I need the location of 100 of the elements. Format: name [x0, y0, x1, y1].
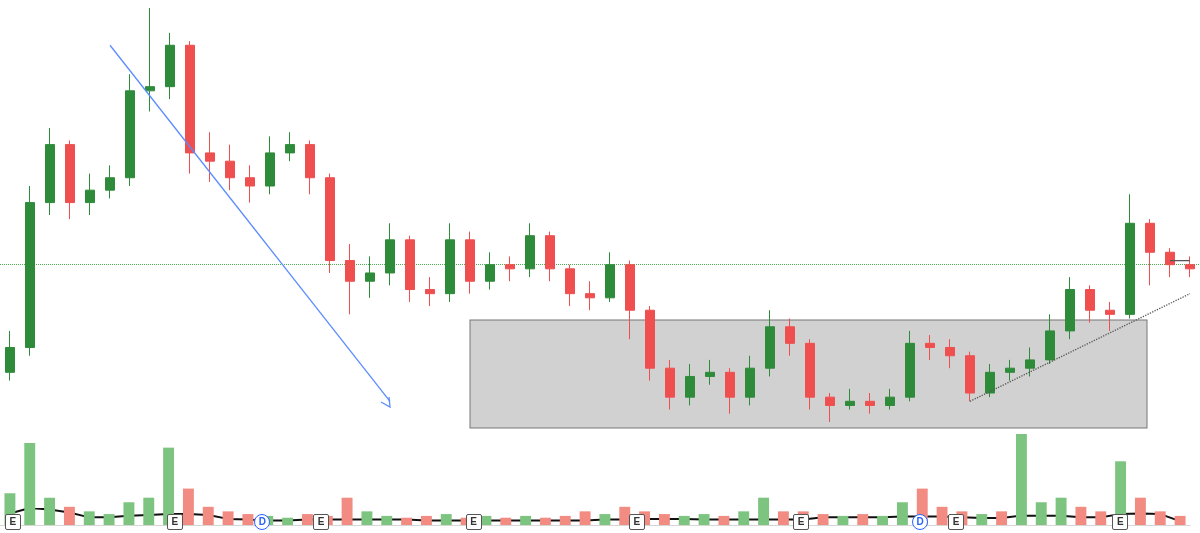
bar [857, 514, 869, 525]
candlestick [1085, 284, 1095, 324]
candlestick [205, 131, 215, 183]
bar [1015, 434, 1027, 525]
candlestick [245, 164, 255, 204]
candlestick [945, 338, 955, 369]
candlestick [705, 359, 715, 386]
candlestick [285, 131, 295, 162]
bar [777, 511, 789, 525]
annotation: E [465, 514, 482, 530]
candlestick [765, 309, 775, 377]
candlestick [605, 251, 615, 303]
candlestick [1185, 255, 1195, 278]
bar [182, 488, 194, 525]
bar [202, 506, 214, 525]
candlestick [865, 392, 875, 415]
candlestick [745, 355, 755, 406]
candlestick [485, 251, 495, 291]
annotation: E [313, 514, 330, 530]
bar [896, 502, 908, 525]
candlestick [85, 173, 95, 216]
candlestick [1025, 346, 1035, 377]
bar [658, 514, 670, 525]
bar [1095, 511, 1107, 525]
annotation: E [4, 514, 21, 530]
bar [381, 515, 393, 525]
candlestick [545, 231, 555, 282]
annotation: D [254, 514, 271, 530]
candlestick [1105, 301, 1115, 332]
annotation: E [793, 514, 810, 530]
bar [976, 514, 988, 525]
bar [1174, 515, 1186, 525]
candlestick [725, 367, 735, 415]
annotation: E [948, 514, 964, 530]
candlestick [25, 185, 35, 357]
candlestick [145, 7, 155, 112]
candlestick [265, 135, 275, 195]
candlestick [1165, 247, 1175, 278]
candlestick [125, 73, 135, 187]
candlestick [1145, 218, 1155, 286]
bar [24, 443, 36, 525]
candlestick [65, 139, 75, 220]
candlestick [5, 330, 15, 382]
candlestick [1125, 193, 1135, 319]
candlestick [1065, 276, 1075, 340]
candlestick [305, 139, 315, 195]
candlestick [625, 260, 635, 340]
bar [83, 511, 95, 525]
candlestick [785, 318, 795, 357]
candlestick [685, 363, 695, 406]
candlestick [585, 280, 595, 311]
bar [817, 514, 829, 525]
annotation: D [912, 514, 928, 530]
candlestick [405, 235, 415, 303]
bar [361, 511, 373, 525]
candlestick [425, 276, 435, 307]
candlestick [45, 127, 55, 216]
bar [123, 502, 135, 525]
bar [1075, 506, 1087, 525]
bar [936, 506, 948, 525]
candlestick [1005, 359, 1015, 382]
candlestick [905, 330, 915, 402]
candlestick [1045, 313, 1055, 365]
candlestick [645, 305, 655, 382]
bar [996, 511, 1008, 525]
candlestick [165, 32, 175, 100]
bar [539, 517, 551, 525]
candlestick [925, 334, 935, 361]
bar [401, 517, 413, 525]
bar [698, 514, 710, 525]
bar [103, 514, 115, 525]
bar [63, 506, 75, 525]
candlestick [185, 40, 195, 175]
candlestick [825, 392, 835, 423]
bar [242, 514, 254, 525]
candlestick [985, 363, 995, 398]
bar [579, 511, 591, 525]
bar [420, 515, 432, 525]
candlestick [505, 255, 515, 282]
bar [837, 515, 849, 525]
annotation: E [1112, 514, 1129, 530]
candlestick [225, 144, 235, 191]
bar [520, 515, 532, 525]
candlestick [565, 264, 575, 307]
bar [500, 517, 512, 525]
bar [440, 514, 452, 525]
bar [738, 511, 750, 525]
bar [301, 514, 313, 525]
candlestick [445, 222, 455, 303]
candlestick [105, 164, 115, 199]
bar [619, 506, 631, 525]
bar [282, 517, 294, 525]
bar [1134, 497, 1146, 525]
bar [559, 515, 571, 525]
bar [143, 497, 155, 525]
candlestick [525, 222, 535, 278]
candlestick [965, 351, 975, 402]
bar [877, 515, 889, 525]
bar [341, 497, 353, 525]
bar [1035, 502, 1047, 525]
